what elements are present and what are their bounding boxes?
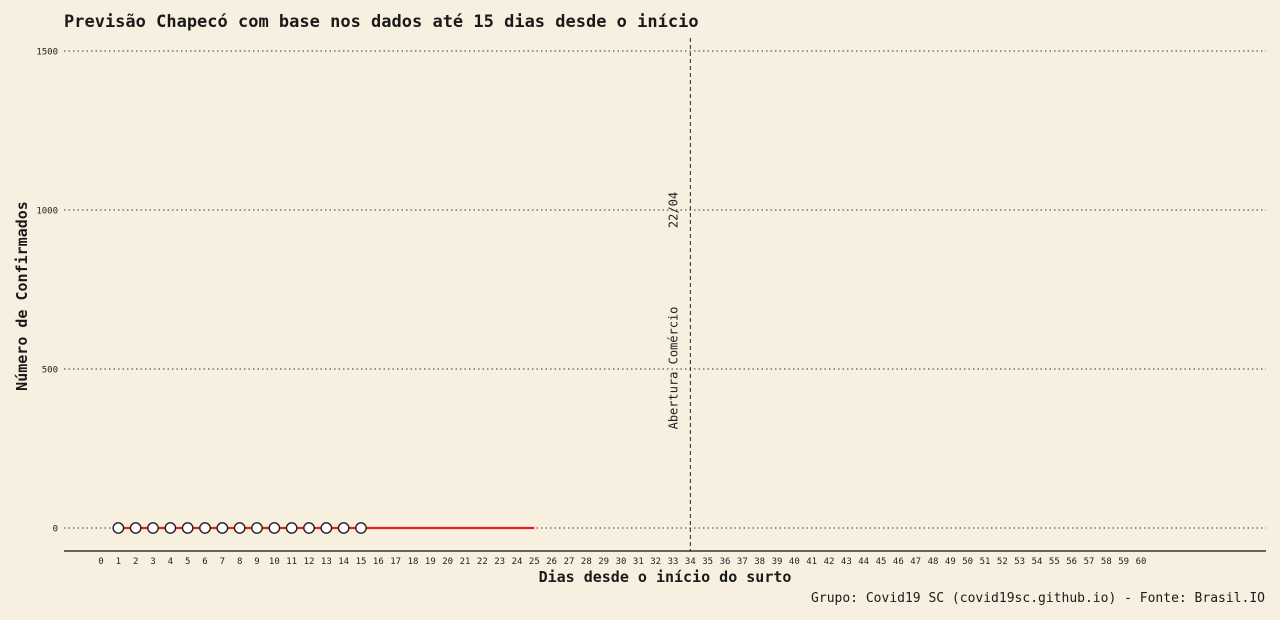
x-tick-label: 33 xyxy=(668,557,679,567)
x-tick-label: 16 xyxy=(373,557,384,567)
x-tick-label: 32 xyxy=(650,557,661,567)
data-point xyxy=(129,522,142,534)
y-tick-label: 500 xyxy=(42,366,58,376)
x-tick-label: 55 xyxy=(1049,557,1060,567)
x-tick-label: 53 xyxy=(1014,557,1025,567)
data-point xyxy=(112,522,125,534)
x-tick-label: 47 xyxy=(910,557,921,567)
x-tick-label: 21 xyxy=(460,557,471,567)
x-tick-label: 26 xyxy=(546,557,557,567)
x-tick-label: 50 xyxy=(962,557,973,567)
y-tick-label: 1000 xyxy=(36,207,58,217)
x-tick-label: 29 xyxy=(598,557,609,567)
x-tick-label: 24 xyxy=(512,557,523,567)
annotation-text: Abertura Comércio xyxy=(666,307,680,430)
x-tick-label: 9 xyxy=(254,557,259,567)
x-tick-label: 45 xyxy=(876,557,887,567)
x-tick-label: 38 xyxy=(754,557,765,567)
x-axis-ticks: 0 1 2 3 4 5 6 7 8 9 10 11 12 13 14 15 16 17 18 19 20 21 22 23 24… xyxy=(98,557,1146,567)
data-point xyxy=(147,522,159,534)
x-tick-label: 3 xyxy=(150,557,155,567)
x-tick-label: 35 xyxy=(702,557,713,567)
x-tick-label: 59 xyxy=(1118,557,1129,567)
data-point xyxy=(164,522,177,534)
x-tick-label: 57 xyxy=(1084,557,1095,567)
x-tick-label: 34 xyxy=(685,557,696,567)
x-tick-label: 7 xyxy=(220,557,225,567)
annotation-date-label: 22/04 xyxy=(666,192,680,228)
data-point xyxy=(303,522,315,534)
data-point xyxy=(251,522,263,534)
x-tick-label: 15 xyxy=(356,557,367,567)
x-tick-label: 23 xyxy=(494,557,505,567)
x-tick-label: 28 xyxy=(581,557,592,567)
x-tick-label: 14 xyxy=(338,557,349,567)
grid xyxy=(64,50,1266,529)
x-tick-label: 25 xyxy=(529,557,540,567)
x-tick-label: 54 xyxy=(1032,557,1043,567)
x-tick-label: 43 xyxy=(841,557,852,567)
data-point xyxy=(355,522,367,534)
x-tick-label: 0 xyxy=(98,557,103,567)
x-tick-label: 40 xyxy=(789,557,800,567)
x-tick-label: 13 xyxy=(321,557,332,567)
x-tick-label: 11 xyxy=(286,557,297,567)
chart-title: Previsão Chapecó com base nos dados até … xyxy=(64,12,699,32)
x-tick-label: 6 xyxy=(202,557,207,567)
x-tick-label: 31 xyxy=(633,557,644,567)
data-point xyxy=(181,522,194,534)
x-tick-label: 48 xyxy=(928,557,939,567)
x-tick-label: 36 xyxy=(720,557,731,567)
y-axis-ticks: 0 500 1000 1500 xyxy=(36,48,58,535)
x-tick-label: 1 xyxy=(116,557,121,567)
x-tick-label: 37 xyxy=(737,557,748,567)
x-tick-label: 27 xyxy=(564,557,575,567)
x-tick-label: 19 xyxy=(425,557,436,567)
data-point xyxy=(233,522,246,534)
x-tick-label: 49 xyxy=(945,557,956,567)
y-axis-label: Número de Confirmados xyxy=(13,201,31,391)
x-tick-label: 30 xyxy=(616,557,627,567)
data-point xyxy=(199,522,211,534)
x-tick-label: 41 xyxy=(806,557,817,567)
x-tick-label: 51 xyxy=(980,557,991,567)
x-tick-label: 44 xyxy=(858,557,869,567)
x-tick-label: 20 xyxy=(442,557,453,567)
x-tick-label: 17 xyxy=(390,557,401,567)
x-tick-label: 10 xyxy=(269,557,280,567)
x-tick-label: 18 xyxy=(408,557,419,567)
data-point xyxy=(285,522,298,534)
chart-caption: Grupo: Covid19 SC (covid19sc.github.io) … xyxy=(811,591,1265,606)
annotation: 22/04 Abertura Comércio xyxy=(666,38,691,551)
x-axis-label: Dias desde o início do surto xyxy=(539,568,792,586)
y-tick-label: 0 xyxy=(53,525,58,535)
x-tick-label: 56 xyxy=(1066,557,1077,567)
x-tick-label: 58 xyxy=(1101,557,1112,567)
y-tick-label: 1500 xyxy=(36,48,58,58)
x-tick-label: 42 xyxy=(824,557,835,567)
x-tick-label: 46 xyxy=(893,557,904,567)
data-point xyxy=(268,522,281,534)
data-point xyxy=(320,522,333,534)
x-tick-label: 12 xyxy=(304,557,315,567)
x-tick-label: 22 xyxy=(477,557,488,567)
series xyxy=(112,522,535,534)
x-tick-label: 4 xyxy=(168,557,173,567)
x-tick-label: 2 xyxy=(133,557,138,567)
data-point xyxy=(337,522,350,534)
x-tick-label: 60 xyxy=(1136,557,1147,567)
data-point xyxy=(216,522,229,534)
x-tick-label: 8 xyxy=(237,557,242,567)
x-tick-label: 39 xyxy=(772,557,783,567)
x-tick-label: 52 xyxy=(997,557,1008,567)
x-tick-label: 5 xyxy=(185,557,190,567)
